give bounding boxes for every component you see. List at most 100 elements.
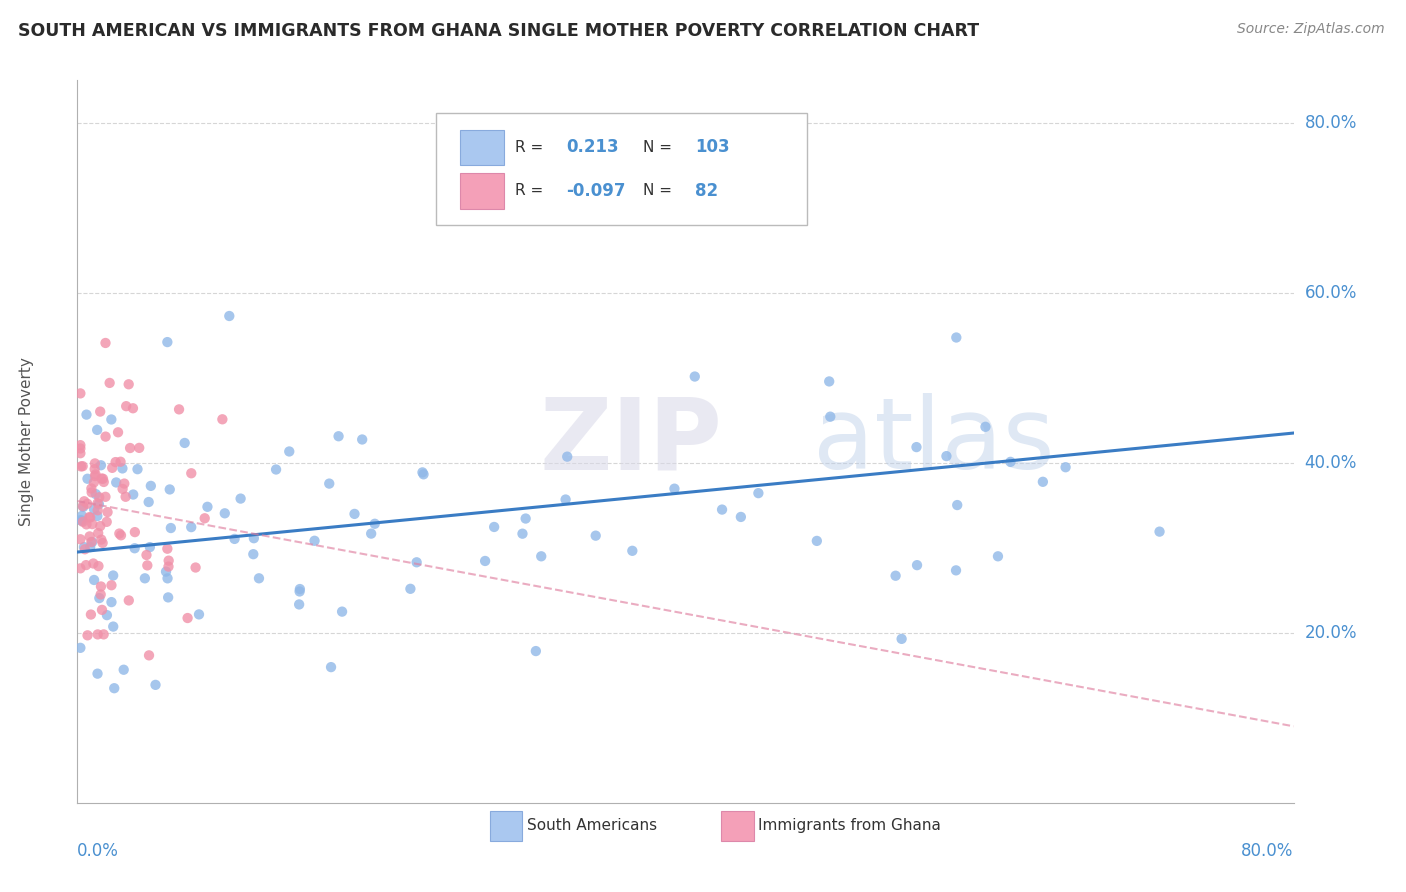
FancyBboxPatch shape bbox=[460, 173, 505, 209]
Point bbox=[319, 660, 342, 674]
Point bbox=[91, 536, 114, 550]
Point bbox=[115, 399, 138, 413]
Point bbox=[157, 559, 180, 574]
Point bbox=[82, 517, 104, 532]
Point bbox=[101, 460, 124, 475]
Point bbox=[104, 455, 127, 469]
Point bbox=[304, 533, 326, 548]
Point bbox=[288, 582, 311, 596]
Point bbox=[621, 543, 644, 558]
Text: 103: 103 bbox=[695, 138, 730, 156]
Point bbox=[974, 419, 997, 434]
Text: 0.213: 0.213 bbox=[567, 138, 619, 156]
Text: -0.097: -0.097 bbox=[567, 182, 626, 200]
Text: SOUTH AMERICAN VS IMMIGRANTS FROM GHANA SINGLE MOTHER POVERTY CORRELATION CHART: SOUTH AMERICAN VS IMMIGRANTS FROM GHANA … bbox=[18, 22, 980, 40]
Point bbox=[157, 554, 180, 568]
Point bbox=[103, 619, 125, 633]
Point bbox=[83, 462, 105, 476]
Text: 80.0%: 80.0% bbox=[1241, 842, 1294, 860]
Text: atlas: atlas bbox=[813, 393, 1054, 490]
Point bbox=[80, 485, 103, 500]
Point bbox=[100, 578, 122, 592]
Point bbox=[159, 483, 181, 497]
Point bbox=[160, 521, 183, 535]
Point bbox=[73, 494, 96, 508]
Text: 20.0%: 20.0% bbox=[1305, 624, 1357, 642]
Point bbox=[84, 457, 107, 471]
Point bbox=[360, 526, 382, 541]
Point bbox=[288, 584, 311, 599]
Point bbox=[114, 490, 136, 504]
Point bbox=[124, 541, 146, 556]
Point bbox=[76, 408, 98, 422]
Point bbox=[93, 627, 115, 641]
Point bbox=[524, 644, 547, 658]
Point bbox=[94, 335, 117, 350]
Point bbox=[72, 500, 94, 514]
Point bbox=[96, 505, 118, 519]
Point bbox=[818, 375, 841, 389]
Point bbox=[184, 560, 207, 574]
Point bbox=[120, 441, 142, 455]
Point bbox=[98, 376, 121, 390]
Point bbox=[82, 557, 104, 571]
Point bbox=[80, 482, 103, 496]
Point bbox=[730, 510, 752, 524]
Point bbox=[328, 429, 350, 443]
Point bbox=[84, 467, 107, 482]
Point bbox=[138, 648, 160, 663]
Point bbox=[110, 528, 132, 542]
FancyBboxPatch shape bbox=[721, 811, 754, 841]
Point bbox=[75, 517, 97, 532]
Point bbox=[76, 497, 98, 511]
Point bbox=[188, 607, 211, 622]
Point bbox=[946, 498, 969, 512]
Point bbox=[69, 442, 91, 456]
Point bbox=[412, 467, 434, 482]
Point bbox=[935, 449, 957, 463]
Point bbox=[70, 459, 93, 474]
Point bbox=[83, 573, 105, 587]
Point bbox=[86, 503, 108, 517]
Point bbox=[945, 563, 967, 577]
Point bbox=[288, 598, 311, 612]
Point bbox=[93, 475, 115, 489]
Point bbox=[90, 533, 112, 547]
Point bbox=[555, 450, 578, 464]
Point bbox=[69, 640, 91, 655]
Point bbox=[890, 632, 912, 646]
Point bbox=[73, 542, 96, 557]
Point bbox=[585, 529, 607, 543]
Point bbox=[112, 476, 135, 491]
Point bbox=[945, 330, 967, 344]
Point bbox=[122, 401, 145, 416]
Point bbox=[264, 462, 287, 476]
Point bbox=[91, 603, 114, 617]
Point bbox=[683, 369, 706, 384]
Point bbox=[89, 490, 111, 504]
Point bbox=[218, 309, 240, 323]
Text: Single Mother Poverty: Single Mother Poverty bbox=[18, 357, 34, 526]
Point bbox=[278, 444, 301, 458]
Point bbox=[820, 409, 842, 424]
Point bbox=[194, 511, 217, 525]
Text: 40.0%: 40.0% bbox=[1305, 454, 1357, 472]
Point bbox=[89, 519, 111, 533]
Point bbox=[69, 533, 91, 547]
Point bbox=[96, 515, 118, 529]
Point bbox=[118, 377, 141, 392]
Point bbox=[134, 571, 156, 585]
Point bbox=[224, 532, 246, 546]
Point bbox=[72, 515, 94, 529]
Point bbox=[905, 440, 928, 454]
Point bbox=[80, 535, 103, 549]
Point bbox=[364, 516, 387, 531]
Point bbox=[112, 663, 135, 677]
Point bbox=[84, 487, 107, 501]
Point bbox=[110, 455, 132, 469]
Point bbox=[229, 491, 252, 506]
Point bbox=[100, 595, 122, 609]
Point bbox=[884, 568, 907, 582]
Point bbox=[139, 540, 162, 554]
Point bbox=[512, 526, 534, 541]
